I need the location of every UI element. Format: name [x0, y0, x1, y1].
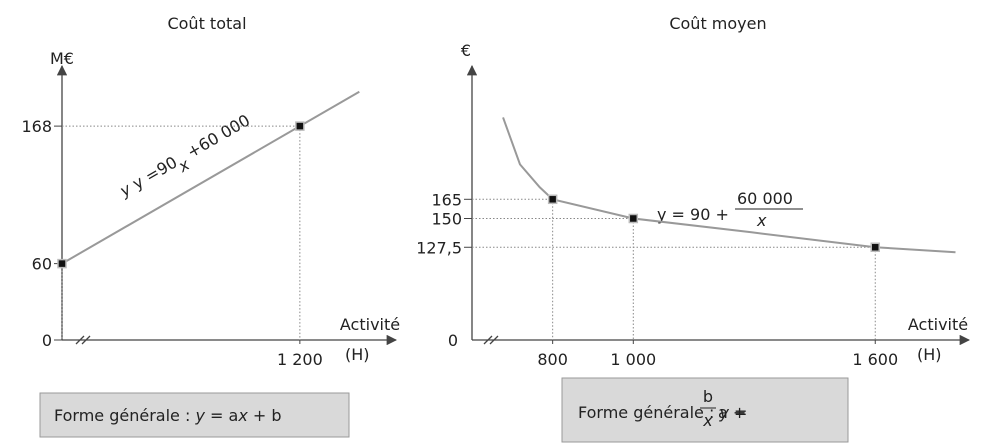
- caption-box: [561, 377, 849, 443]
- x-axis-label: Activité: [908, 315, 968, 334]
- axis-break: [75, 335, 91, 345]
- caption-part: y: [718, 403, 729, 422]
- annotation-part: +60 000: [179, 111, 253, 165]
- y-axis-label: M€: [50, 49, 74, 68]
- y-tick-label: 60: [32, 255, 52, 274]
- point: [870, 242, 881, 253]
- line: [61, 90, 360, 265]
- point: [57, 258, 67, 269]
- y-axis-label: €: [461, 41, 471, 60]
- caption: x: [702, 411, 713, 430]
- x-axis-label: Activité: [340, 315, 400, 334]
- x-axis-unit: (H): [345, 345, 370, 364]
- caption: Forme générale : y = ax + b: [54, 406, 282, 425]
- caption: a +: [718, 403, 746, 422]
- chart-title: Coût total: [167, 14, 246, 33]
- origin-label: 0: [448, 331, 458, 350]
- annotation: y = 90 +: [657, 205, 729, 224]
- annotation: x: [756, 211, 767, 230]
- point: [628, 213, 639, 224]
- caption-part: + b: [248, 406, 282, 425]
- caption-part: = a: [205, 406, 238, 425]
- y-tick-label: 165: [431, 190, 462, 209]
- x-tick-label: 1 600: [852, 350, 898, 369]
- point: [295, 121, 305, 131]
- line: [502, 117, 956, 254]
- x-tick-label: 1 000: [610, 350, 656, 369]
- caption: Forme générale : y =: [578, 403, 747, 422]
- caption-part: Forme générale :: [54, 406, 195, 425]
- caption-part: =: [729, 403, 748, 422]
- caption-part: x: [237, 406, 248, 425]
- point: [547, 194, 558, 205]
- y-tick-label: 0: [42, 331, 52, 350]
- axis-break: [483, 335, 499, 345]
- caption: b: [703, 387, 713, 406]
- chart-title: Coût moyen: [669, 14, 766, 33]
- annotation: 60 000: [737, 189, 793, 208]
- y-tick-label: 168: [21, 117, 52, 136]
- caption-part: y: [194, 406, 205, 425]
- x-axis-unit: (H): [917, 345, 942, 364]
- caption-box: [39, 392, 350, 438]
- y-tick-label: 127,5: [416, 238, 462, 257]
- annotation: y y =90x +60 000: [116, 111, 258, 208]
- annotation-part: y =90: [129, 153, 180, 194]
- y-tick-label: 150: [431, 209, 462, 228]
- caption-part: Forme générale :: [578, 403, 719, 422]
- x-tick-label: 1 200: [277, 350, 323, 369]
- x-tick-label: 800: [537, 350, 568, 369]
